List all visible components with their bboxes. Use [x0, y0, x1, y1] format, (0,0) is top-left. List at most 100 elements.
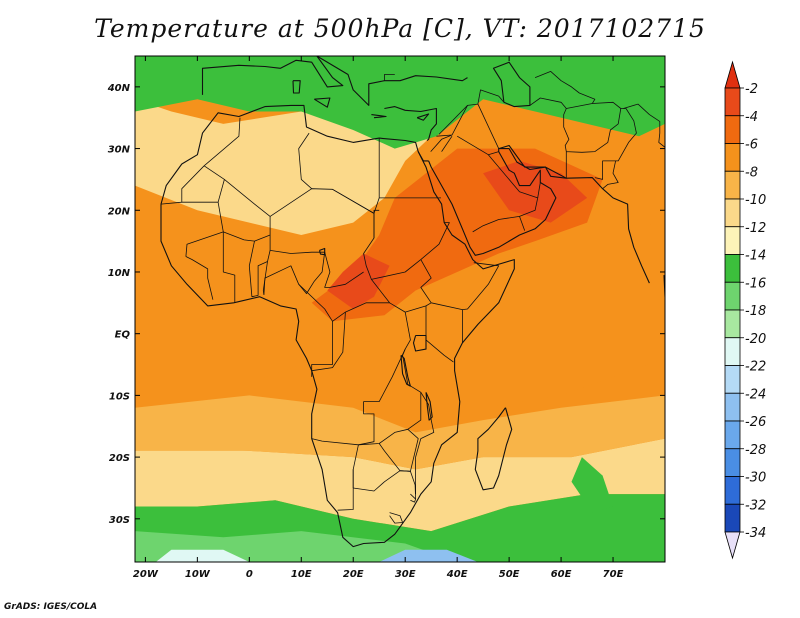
y-tick-label: 10N [108, 268, 131, 279]
border-11 [222, 231, 236, 303]
x-tick-label: 70E [603, 569, 624, 580]
country-borders [160, 71, 665, 524]
colorbar-swatch [724, 87, 741, 117]
colorbar-label: -28 [745, 443, 766, 458]
colorbar-label: -16 [745, 276, 766, 291]
colorbar-over-triangle [724, 60, 741, 89]
colorbar-swatch [724, 503, 741, 533]
border-9 [373, 209, 380, 238]
x-tick-label: 10E [291, 569, 312, 580]
border-47 [534, 71, 596, 104]
border-34 [430, 134, 453, 152]
border-38 [456, 135, 539, 233]
border-13 [267, 250, 271, 262]
x-tick-label: 20E [343, 569, 364, 580]
y-tick-label: 20S [109, 453, 130, 464]
border-30 [353, 470, 416, 500]
coast-med-north [201, 56, 468, 106]
colorbar-label: -30 [745, 471, 766, 486]
border-40 [519, 216, 526, 231]
border-36 [441, 135, 453, 152]
x-tick-label: 10W [185, 569, 211, 580]
field-green-mediterranean [135, 56, 665, 149]
colorbar-swatch [724, 392, 741, 422]
colorbar-swatch [724, 170, 741, 200]
border-19 [371, 222, 450, 280]
y-tick-label: 20N [108, 206, 131, 217]
y-tick-label: 30S [109, 515, 130, 526]
border-2 [217, 178, 271, 242]
colorbar-swatch [724, 281, 741, 311]
temperature-field [135, 56, 665, 562]
coast-persian-gulf-iran [498, 148, 567, 179]
coast-lake-victoria [412, 334, 427, 352]
border-18 [311, 312, 346, 372]
border-28 [415, 420, 435, 495]
colorbar-swatch [724, 476, 741, 505]
credit-label: GrADS: IGES/COLA [4, 602, 98, 612]
colorbar-label: -26 [745, 415, 766, 430]
colorbar-label: -4 [745, 110, 758, 125]
coast-caspian [492, 61, 531, 108]
colorbar-label: -32 [745, 498, 766, 513]
x-tick-label: 60E [551, 569, 572, 580]
colorbar-label: -10 [745, 193, 766, 208]
field-cool-north-africa [135, 99, 432, 235]
border-10 [185, 256, 214, 300]
field-hot-arabia-core [483, 160, 588, 223]
border-43 [563, 101, 622, 179]
colorbar-swatch [724, 198, 741, 228]
field-mid-south-band [135, 395, 665, 470]
border-22 [402, 312, 432, 421]
border-12 [248, 241, 268, 298]
coast-sri-lanka [663, 275, 665, 298]
plot-frame [134, 55, 666, 563]
colorbar-label: -12 [745, 221, 766, 236]
border-5 [269, 235, 325, 254]
coast-crete [371, 114, 387, 119]
border-42 [477, 89, 505, 105]
border-39 [537, 182, 541, 198]
border-15 [298, 284, 390, 322]
y-tick-label: 30N [108, 145, 131, 156]
colorbar-label: -14 [745, 249, 766, 264]
colorbar-label: -2 [745, 82, 758, 97]
y-tick-label: 40N [107, 83, 131, 94]
colorbar: -2 -4 -6 -8 -10 -12 -14 -16 -18 -20 -22 -24 -26 -28 -3… [724, 60, 766, 560]
colorbar-swatch [724, 365, 741, 394]
y-tick-label: 10S [109, 391, 130, 402]
field-hot-central-africa [327, 253, 390, 309]
coast-red-sea-west [417, 151, 429, 162]
colorbar-swatch [724, 254, 741, 283]
coast-cyprus [416, 113, 430, 121]
field-green-patch-indian [571, 457, 613, 513]
border-41 [383, 74, 395, 81]
border-32 [410, 493, 417, 503]
border-23 [425, 305, 454, 363]
colorbar-swatch [724, 448, 741, 477]
y-tick-label: EQ [115, 330, 131, 341]
colorbar-swatch [724, 420, 741, 450]
border-4 [269, 188, 406, 313]
border-37 [488, 151, 499, 156]
coast-sardinia [292, 80, 301, 94]
field-cool-south-africa [135, 438, 665, 532]
colorbar-label: -20 [745, 332, 766, 347]
border-45 [602, 160, 619, 190]
colorbar-swatch [724, 337, 741, 366]
x-tick-label: 0 [246, 569, 253, 580]
coast-sicily [314, 97, 331, 108]
coast-madagascar [474, 407, 513, 491]
border-3 [203, 165, 225, 180]
x-tick-label: 50E [499, 569, 520, 580]
border-48 [529, 97, 567, 109]
colorbar-label: -18 [745, 304, 766, 319]
x-tick-label: 40E [446, 569, 468, 580]
coast-arabia-coast [428, 144, 650, 284]
border-16 [324, 252, 364, 288]
colorbar-swatch [724, 143, 741, 172]
border-26 [311, 392, 422, 446]
border-25 [352, 348, 406, 488]
coast-levant [384, 106, 437, 141]
